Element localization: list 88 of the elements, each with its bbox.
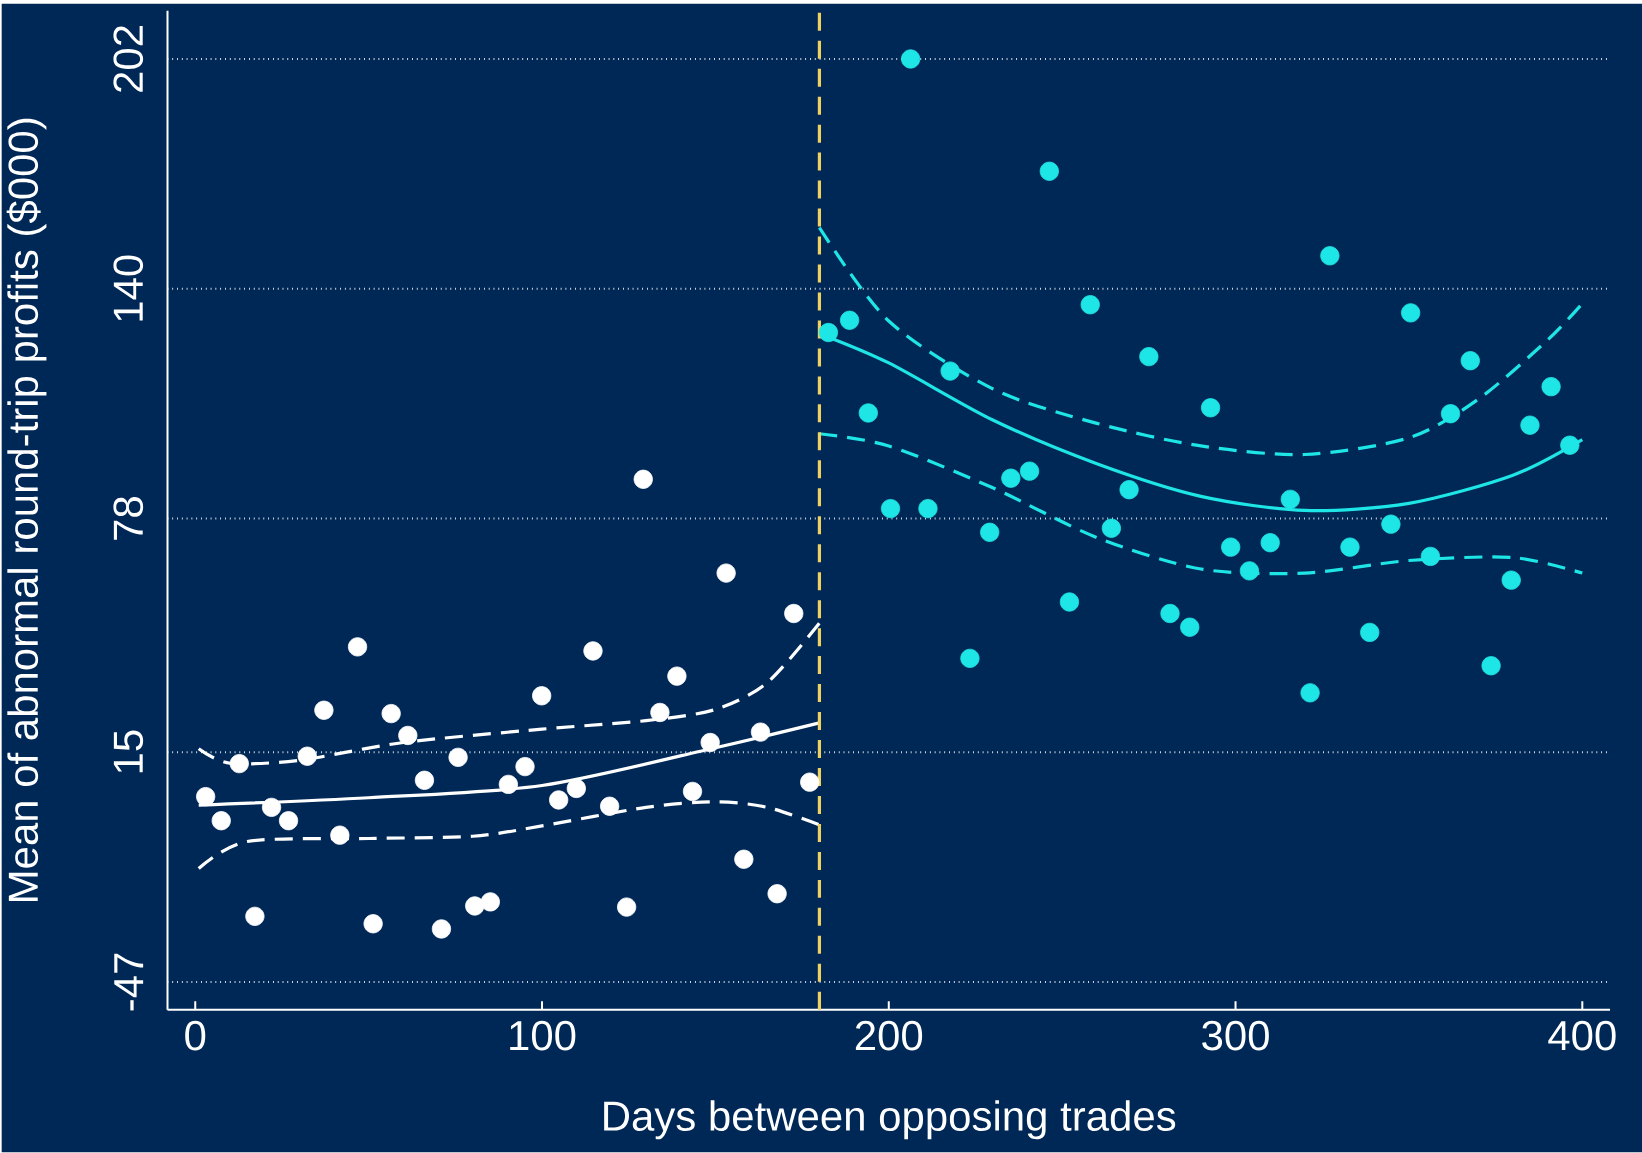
point	[398, 726, 418, 746]
point	[767, 884, 787, 904]
point	[1059, 592, 1080, 612]
point	[1300, 683, 1320, 703]
point	[1019, 461, 1040, 481]
point	[617, 897, 637, 917]
point	[650, 703, 670, 723]
y-tick-label: 202	[113, 26, 144, 93]
point	[700, 733, 720, 753]
point	[1320, 246, 1340, 266]
point	[918, 499, 938, 519]
point	[633, 469, 653, 490]
point	[1139, 347, 1159, 367]
point	[1440, 404, 1461, 424]
point	[1080, 295, 1100, 315]
point	[1381, 514, 1401, 534]
point	[716, 563, 736, 583]
point	[229, 754, 249, 774]
x-tick-label: 300	[1202, 1021, 1269, 1051]
point	[682, 782, 703, 802]
point	[1420, 547, 1441, 567]
point	[1401, 303, 1421, 323]
point	[1221, 537, 1241, 557]
point	[465, 896, 485, 916]
point	[1101, 518, 1121, 539]
point	[880, 499, 901, 519]
point	[480, 892, 500, 912]
y-tick-label: 78	[113, 497, 144, 540]
point	[278, 811, 299, 831]
point	[901, 49, 921, 69]
point	[583, 641, 603, 661]
point	[1180, 617, 1200, 637]
point	[448, 747, 468, 768]
point	[1260, 533, 1280, 553]
point	[532, 686, 552, 706]
point	[960, 648, 980, 669]
point	[1001, 468, 1021, 488]
point	[1541, 377, 1561, 397]
point	[800, 772, 820, 792]
point	[196, 787, 216, 807]
point	[784, 604, 804, 624]
point	[431, 919, 452, 939]
y-tick-label: -47	[114, 953, 144, 1011]
y-axis-title: Mean of abnormal round-trip profits ($000)	[6, 119, 47, 902]
point	[1501, 570, 1521, 590]
point	[1481, 656, 1501, 676]
point	[600, 796, 620, 817]
x-tick-label: 0	[185, 1021, 206, 1051]
point	[1460, 351, 1480, 371]
point	[261, 797, 282, 818]
point	[980, 522, 1000, 543]
point	[498, 774, 518, 795]
line-series	[817, 226, 1584, 457]
point	[1039, 161, 1059, 182]
point	[1560, 435, 1580, 455]
x-tick-label: 100	[510, 1021, 576, 1051]
point	[314, 700, 334, 721]
point	[347, 637, 368, 657]
y-tick-label: 140	[113, 255, 144, 321]
point	[1160, 604, 1180, 624]
point	[566, 779, 586, 799]
point	[840, 310, 860, 331]
point	[363, 914, 383, 934]
point	[667, 666, 687, 686]
point	[515, 757, 535, 777]
x-axis-title: Days between opposing trades	[604, 1100, 1176, 1140]
point	[1239, 561, 1259, 581]
point	[330, 825, 350, 845]
point	[858, 403, 878, 423]
point	[1119, 480, 1139, 500]
point	[818, 323, 839, 343]
point	[1280, 489, 1300, 510]
point	[414, 770, 435, 791]
x-tick-label: 400	[1548, 1021, 1616, 1051]
point	[1340, 537, 1360, 557]
point	[750, 722, 771, 742]
point	[245, 906, 265, 927]
x-tick-label: 200	[855, 1021, 923, 1051]
point	[549, 790, 569, 810]
point	[211, 811, 231, 831]
point	[940, 361, 960, 381]
point	[1520, 415, 1540, 435]
point	[1360, 623, 1380, 643]
point	[381, 704, 401, 724]
point	[734, 849, 754, 870]
point	[297, 746, 317, 766]
point	[1200, 398, 1221, 418]
y-tick-label: 15	[113, 730, 144, 773]
